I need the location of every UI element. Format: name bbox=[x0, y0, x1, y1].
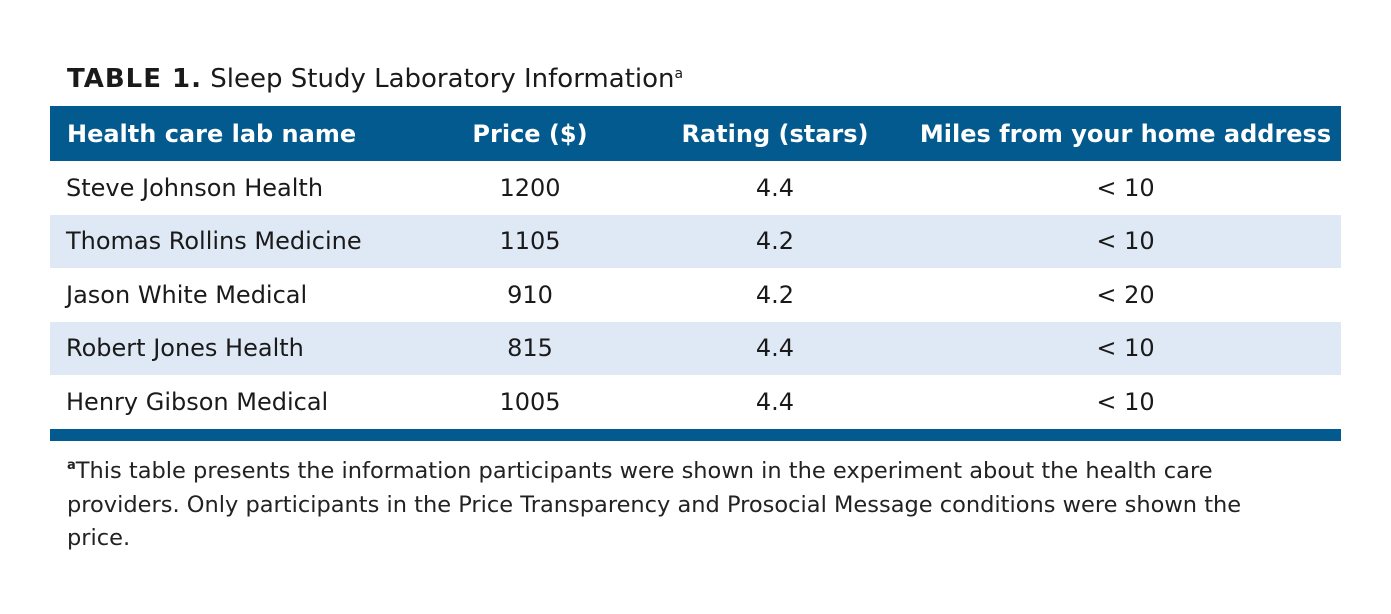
table-bottom-rule bbox=[50, 428, 1341, 441]
cell-price: 1105 bbox=[499, 227, 561, 256]
table-title: Sleep Study Laboratory Information bbox=[210, 64, 675, 94]
cell-miles: < 20 bbox=[1096, 280, 1155, 309]
cell-lab-name: Thomas Rollins Medicine bbox=[66, 227, 362, 256]
cell-rating: 4.4 bbox=[755, 173, 795, 202]
table-caption: TABLE 1. Sleep Study Laboratory Informat… bbox=[67, 62, 683, 96]
cell-rating: 4.4 bbox=[755, 387, 795, 416]
cell-lab-name: Jason White Medical bbox=[66, 280, 308, 309]
cell-price: 910 bbox=[507, 280, 553, 309]
cell-miles: < 10 bbox=[1096, 173, 1155, 202]
cell-price: 815 bbox=[507, 334, 553, 363]
table-label: TABLE 1. bbox=[67, 64, 203, 94]
table-row: Jason White Medical 910 4.2 < 20 bbox=[50, 268, 1341, 322]
cell-lab-name: Steve Johnson Health bbox=[66, 173, 324, 202]
cell-rating: 4.2 bbox=[755, 227, 795, 256]
cell-rating: 4.2 bbox=[755, 280, 795, 309]
caption-note-marker: a bbox=[674, 66, 684, 82]
header-lab-name: Health care lab name bbox=[67, 119, 357, 148]
footnote-marker: a bbox=[67, 458, 76, 473]
footnote-text: This table presents the information part… bbox=[67, 458, 1242, 551]
table-row: Robert Jones Health 815 4.4 < 10 bbox=[50, 321, 1341, 375]
table-row: Steve Johnson Health 1200 4.4 < 10 bbox=[50, 161, 1341, 215]
lab-info-table-wrapper: Health care lab name Price ($) Rating (s… bbox=[50, 106, 1341, 441]
cell-lab-name: Robert Jones Health bbox=[66, 334, 304, 363]
header-price: Price ($) bbox=[472, 119, 588, 148]
cell-rating: 4.4 bbox=[755, 334, 795, 363]
cell-price: 1005 bbox=[499, 387, 561, 416]
cell-miles: < 10 bbox=[1096, 387, 1155, 416]
table-row: Thomas Rollins Medicine 1105 4.2 < 10 bbox=[50, 214, 1341, 268]
table-row: Henry Gibson Medical 1005 4.4 < 10 bbox=[50, 375, 1341, 429]
header-miles: Miles from your home address bbox=[919, 119, 1332, 148]
header-rating: Rating (stars) bbox=[681, 119, 869, 148]
cell-miles: < 10 bbox=[1096, 227, 1155, 256]
cell-miles: < 10 bbox=[1096, 334, 1155, 363]
cell-lab-name: Henry Gibson Medical bbox=[66, 387, 329, 416]
table-header-row: Health care lab name Price ($) Rating (s… bbox=[50, 106, 1341, 161]
table-footnote: aThis table presents the information par… bbox=[67, 455, 1307, 556]
cell-price: 1200 bbox=[499, 173, 561, 202]
lab-info-table: Health care lab name Price ($) Rating (s… bbox=[50, 106, 1341, 429]
